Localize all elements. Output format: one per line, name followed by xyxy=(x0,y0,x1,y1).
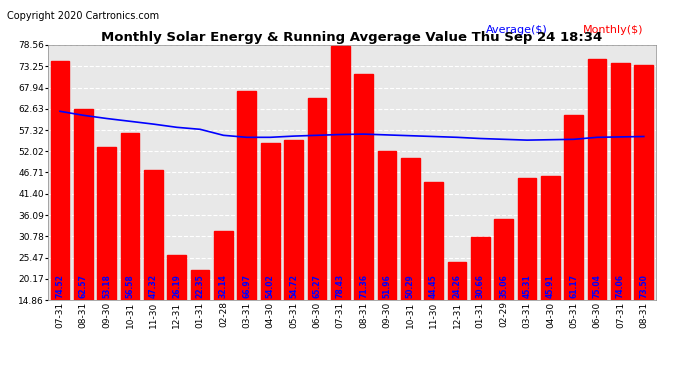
Text: 74.06: 74.06 xyxy=(616,274,625,298)
Bar xyxy=(74,109,92,360)
Bar xyxy=(541,176,560,360)
Text: 24.26: 24.26 xyxy=(453,274,462,298)
Text: 22.35: 22.35 xyxy=(195,274,205,298)
Bar xyxy=(308,98,326,360)
Bar xyxy=(121,133,139,360)
Bar xyxy=(144,170,163,360)
Text: 35.06: 35.06 xyxy=(499,274,509,298)
Bar xyxy=(424,182,443,360)
Text: 75.04: 75.04 xyxy=(593,274,602,298)
Text: 73.50: 73.50 xyxy=(640,274,649,298)
Bar xyxy=(97,147,116,360)
Text: 74.52: 74.52 xyxy=(55,274,64,298)
Text: 51.96: 51.96 xyxy=(382,274,391,298)
Text: 71.36: 71.36 xyxy=(359,274,368,298)
Text: 30.66: 30.66 xyxy=(476,274,485,298)
Text: 61.17: 61.17 xyxy=(569,274,578,298)
Text: 32.14: 32.14 xyxy=(219,274,228,298)
Bar xyxy=(331,45,350,360)
Text: 66.97: 66.97 xyxy=(242,274,251,298)
Bar xyxy=(50,61,69,360)
Bar xyxy=(168,255,186,360)
Text: 44.45: 44.45 xyxy=(429,274,438,298)
Bar xyxy=(518,178,536,360)
Text: 78.43: 78.43 xyxy=(336,274,345,298)
Text: 45.31: 45.31 xyxy=(522,274,531,298)
Bar xyxy=(284,140,303,360)
Text: Average($): Average($) xyxy=(486,25,547,35)
Text: 56.58: 56.58 xyxy=(126,274,135,298)
Bar xyxy=(471,237,490,360)
Bar xyxy=(261,143,279,360)
Bar xyxy=(214,231,233,360)
Text: 47.32: 47.32 xyxy=(149,274,158,298)
Bar xyxy=(448,262,466,360)
Text: Copyright 2020 Cartronics.com: Copyright 2020 Cartronics.com xyxy=(7,11,159,21)
Text: 50.29: 50.29 xyxy=(406,274,415,298)
Text: 65.27: 65.27 xyxy=(313,274,322,298)
Text: 26.19: 26.19 xyxy=(172,274,181,298)
Bar xyxy=(588,59,607,360)
Text: 54.72: 54.72 xyxy=(289,274,298,298)
Bar xyxy=(377,152,396,360)
Text: Monthly($): Monthly($) xyxy=(582,25,643,35)
Bar xyxy=(635,65,653,360)
Bar xyxy=(237,92,256,360)
Bar xyxy=(564,115,583,360)
Bar xyxy=(401,158,420,360)
Text: 53.18: 53.18 xyxy=(102,274,111,298)
Bar xyxy=(611,63,630,360)
Text: 54.02: 54.02 xyxy=(266,274,275,298)
Bar xyxy=(354,74,373,360)
Text: 62.57: 62.57 xyxy=(79,274,88,298)
Bar xyxy=(494,219,513,360)
Bar xyxy=(190,270,210,360)
Title: Monthly Solar Energy & Running Avgerage Value Thu Sep 24 18:34: Monthly Solar Energy & Running Avgerage … xyxy=(101,31,602,44)
Text: 45.91: 45.91 xyxy=(546,274,555,298)
